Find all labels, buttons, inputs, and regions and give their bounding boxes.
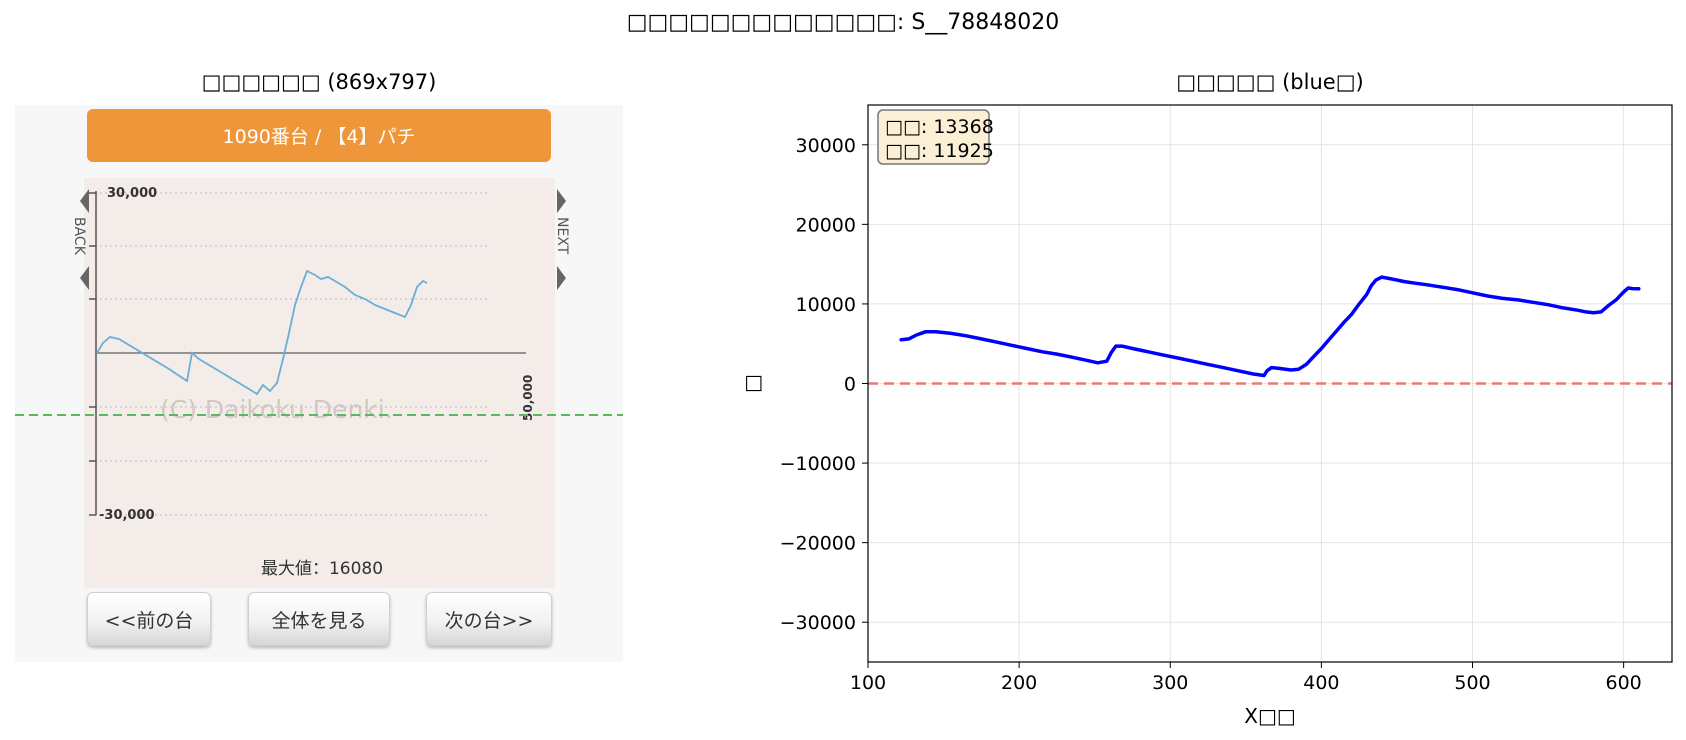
slump-graph-svg: 30,000 -30,000 50,000 (C) Daikoku Denki.… (15, 186, 623, 579)
x-axis-label: X□□ (1244, 704, 1296, 728)
back-label[interactable]: BACK (71, 217, 87, 256)
back-arrow-down-icon[interactable] (80, 266, 89, 290)
slump-line (96, 269, 428, 396)
y-tick-label: −10000 (780, 453, 856, 475)
left-panel-title: □□□□□□ (869x797) (201, 70, 437, 94)
y-tick-label: −30000 (780, 612, 856, 634)
graph-gridlines (95, 192, 489, 516)
y-axis-label: □ (740, 374, 764, 393)
view-all-button[interactable]: 全体を見る (248, 592, 390, 646)
info-box-line: □□: 13368 (885, 116, 994, 138)
series-line (899, 275, 1641, 378)
info-box (877, 109, 990, 165)
machine-header: 1090番台 / 【4】パチ (87, 109, 551, 162)
source-screenshot-panel: 1090番台 / 【4】パチ 30,000 -30,000 50,000 (C)… (15, 105, 623, 662)
figure-title: □□□□□□□□□□□□□: S__78848020 (626, 10, 1060, 35)
next-arrow-up-icon[interactable] (557, 189, 566, 213)
right-panel-title: □□□□□ (blue□) (1176, 70, 1364, 94)
x-tick-label: 600 (1606, 672, 1642, 694)
y-tick-label: 20000 (796, 214, 856, 236)
x-tick-label: 400 (1303, 672, 1339, 694)
next-side-label[interactable]: NEXT (554, 217, 570, 255)
x-tick-label: 200 (1001, 672, 1037, 694)
watermark-text: (C) Daikoku Denki. (160, 395, 393, 424)
graph-y-ticks (89, 192, 96, 516)
y-tick-label: 30000 (796, 135, 856, 157)
next-machine-button[interactable]: 次の台>> (426, 592, 552, 646)
back-arrow-up-icon[interactable] (80, 189, 89, 213)
x-tick-label: 500 (1454, 672, 1490, 694)
graph-y-right-label: 50,000 (521, 375, 535, 421)
graph-y-bottom-label: -30,000 (99, 508, 155, 523)
x-tick-label: 100 (850, 672, 886, 694)
y-tick-label: 10000 (796, 294, 856, 316)
info-box-line: □□: 11925 (885, 140, 994, 162)
x-tick-label: 300 (1152, 672, 1188, 694)
max-value-label: 最大値：16080 (261, 559, 383, 579)
prev-machine-button[interactable]: <<前の台 (87, 592, 211, 646)
y-tick-label: −20000 (780, 533, 856, 555)
graph-y-top-label: 30,000 (107, 186, 157, 201)
y-tick-label: 0 (844, 374, 856, 396)
next-arrow-down-icon[interactable] (557, 266, 566, 290)
